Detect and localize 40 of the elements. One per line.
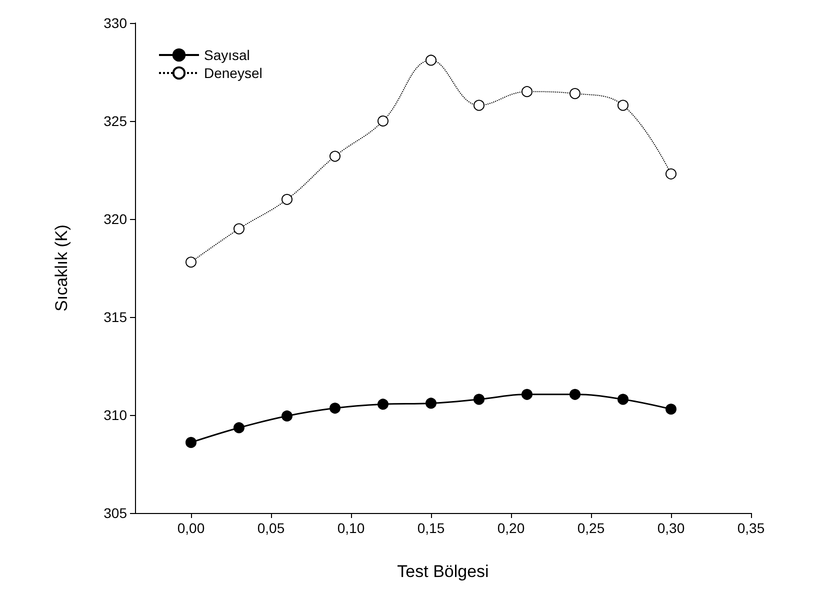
point <box>618 394 628 405</box>
point <box>234 223 244 234</box>
point <box>474 394 484 405</box>
x-tick-label: 0,30 <box>657 520 685 536</box>
point <box>666 404 676 415</box>
x-tick-label: 0,15 <box>417 520 445 536</box>
y-tick-label: 320 <box>104 211 128 227</box>
point <box>186 436 196 448</box>
point <box>474 100 484 111</box>
point <box>522 86 532 98</box>
point <box>282 410 292 422</box>
y-axis-title: Sıcaklık (K) <box>52 224 71 312</box>
point <box>570 88 580 100</box>
y-tick-label: 330 <box>104 15 128 31</box>
point <box>330 402 340 414</box>
x-tick-label: 0,35 <box>737 520 765 536</box>
point <box>234 422 244 434</box>
y-tick-label: 315 <box>104 309 128 325</box>
point <box>378 116 388 126</box>
point <box>330 150 340 162</box>
legend-label: Deneysel <box>204 65 262 81</box>
point <box>186 256 196 268</box>
point <box>426 54 436 66</box>
x-axis-title: Test Bölgesi <box>397 562 489 581</box>
y-tick-label: 310 <box>104 407 128 423</box>
x-tick-label: 0,20 <box>497 520 525 536</box>
x-tick-label: 0,10 <box>337 520 365 536</box>
y-tick-label: 305 <box>104 505 128 521</box>
y-tick-label: 325 <box>104 113 128 129</box>
x-tick-label: 0,05 <box>257 520 285 536</box>
point <box>570 388 580 400</box>
point <box>282 194 292 205</box>
x-tick-label: 0,25 <box>577 520 605 536</box>
point <box>378 398 388 410</box>
point <box>522 388 532 400</box>
point <box>666 168 676 180</box>
x-tick-label: 0,00 <box>177 520 205 536</box>
point <box>426 398 436 409</box>
legend-label: Sayısal <box>204 47 250 63</box>
point <box>618 100 628 111</box>
